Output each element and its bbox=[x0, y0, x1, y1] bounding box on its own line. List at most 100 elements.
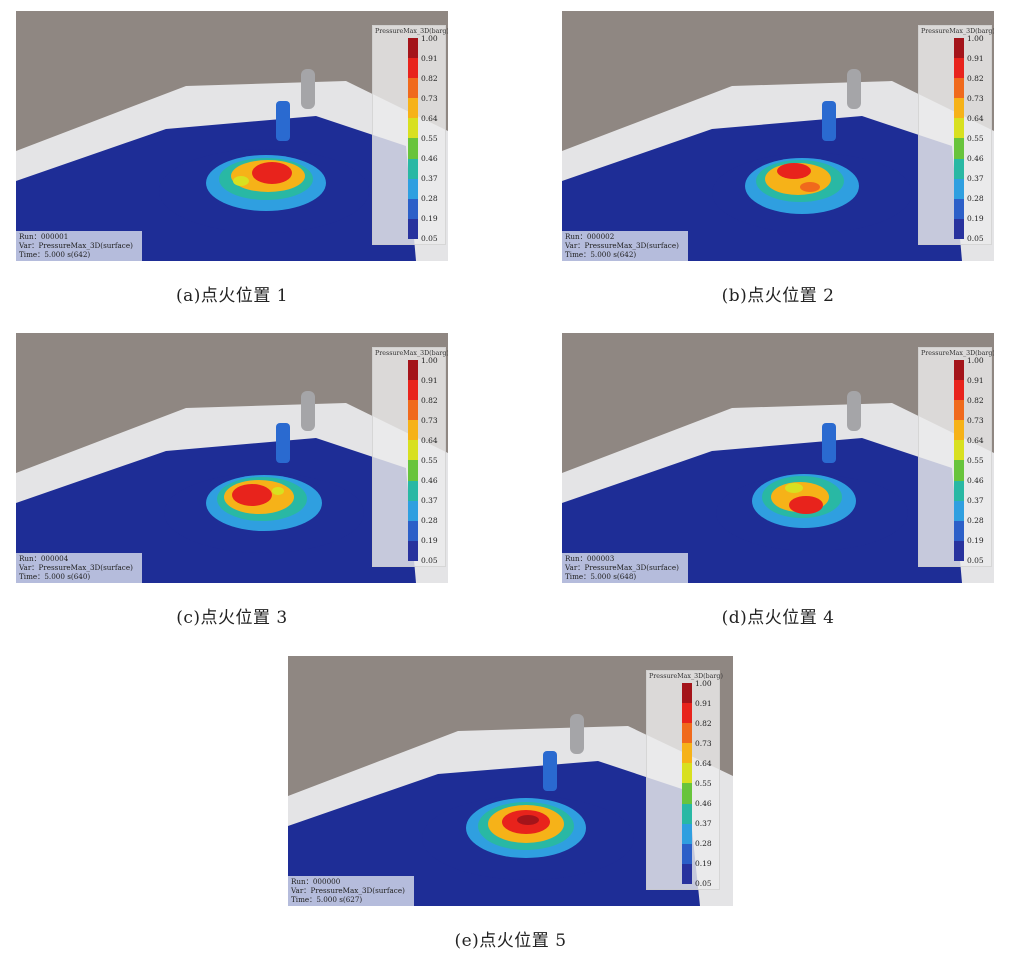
scene-c bbox=[16, 391, 448, 583]
var-label: Var：PressureMax_3D(surface) bbox=[19, 241, 133, 250]
legend-tick: 0.55 bbox=[695, 779, 712, 788]
legend-tick: 0.55 bbox=[421, 134, 438, 143]
run-info-box: Run：000000 Var：PressureMax_3D(surface) T… bbox=[288, 876, 414, 906]
legend-tick: 0.64 bbox=[421, 436, 438, 445]
scene-a bbox=[16, 69, 448, 261]
legend-tick: 0.73 bbox=[421, 94, 438, 103]
legend-title: PressureMax_3D(barg) bbox=[921, 350, 994, 357]
run-label: Run：000003 bbox=[565, 554, 615, 563]
caption-a: (a)点火位置 1 bbox=[175, 286, 289, 306]
legend-tick: 0.19 bbox=[421, 536, 438, 545]
legend-title: PressureMax_3D(barg) bbox=[375, 28, 448, 35]
legend-colorbar bbox=[408, 38, 418, 239]
time-label: Time：5.000 s(642) bbox=[19, 250, 91, 259]
legend-tick: 0.28 bbox=[695, 839, 712, 848]
legend-tick: 0.73 bbox=[695, 739, 712, 748]
legend-tick: 0.05 bbox=[967, 556, 984, 565]
colorbar-legend-c: PressureMax_3D(barg) 1.00 0.91 0.82 0.73… bbox=[372, 347, 448, 567]
time-label: Time：5.000 s(642) bbox=[565, 250, 637, 259]
legend-tick: 0.73 bbox=[967, 94, 984, 103]
legend-tick: 0.05 bbox=[967, 234, 984, 243]
legend-tick: 0.05 bbox=[695, 879, 712, 888]
simulation-image-a: PressureMax_3D(barg) 1.00 0.91 0.82 0.73… bbox=[16, 11, 448, 261]
time-label: Time：5.000 s(627) bbox=[291, 895, 363, 904]
caption-d: (d)点火位置 4 bbox=[721, 608, 835, 628]
legend-tick: 1.00 bbox=[967, 356, 984, 365]
legend-tick: 0.64 bbox=[967, 114, 984, 123]
run-info-box: Run：000004 Var：PressureMax_3D(surface) T… bbox=[16, 553, 142, 583]
legend-tick: 0.46 bbox=[695, 799, 712, 808]
run-label: Run：000004 bbox=[19, 554, 69, 563]
legend-tick: 0.19 bbox=[421, 214, 438, 223]
simulation-image-e: PressureMax_3D(barg) 1.00 0.91 0.82 0.73… bbox=[288, 656, 733, 906]
run-label: Run：000001 bbox=[19, 232, 69, 241]
legend-tick: 0.46 bbox=[421, 476, 438, 485]
legend-tick: 0.05 bbox=[421, 556, 438, 565]
legend-tick: 0.37 bbox=[421, 174, 438, 183]
time-label: Time：5.000 s(648) bbox=[565, 572, 637, 581]
legend-tick: 0.91 bbox=[421, 376, 438, 385]
legend-tick: 1.00 bbox=[695, 679, 712, 688]
legend-tick: 0.55 bbox=[421, 456, 438, 465]
legend-tick: 0.82 bbox=[695, 719, 712, 728]
simulation-image-c: PressureMax_3D(barg) 1.00 0.91 0.82 0.73… bbox=[16, 333, 448, 583]
simulation-image-d: PressureMax_3D(barg) 1.00 0.91 0.82 0.73… bbox=[562, 333, 994, 583]
run-label: Run：000000 bbox=[291, 877, 341, 886]
legend-colorbar bbox=[954, 38, 964, 239]
legend-tick: 0.46 bbox=[967, 154, 984, 163]
legend-colorbar bbox=[954, 360, 964, 561]
colorbar-legend-d: PressureMax_3D(barg) 1.00 0.91 0.82 0.73… bbox=[918, 347, 994, 567]
run-info-box: Run：000003 Var：PressureMax_3D(surface) T… bbox=[562, 553, 688, 583]
legend-tick: 0.55 bbox=[967, 134, 984, 143]
legend-tick: 0.37 bbox=[967, 496, 984, 505]
caption-e: (e)点火位置 5 bbox=[454, 931, 567, 951]
scene-d bbox=[562, 391, 994, 583]
legend-tick: 0.46 bbox=[967, 476, 984, 485]
legend-title: PressureMax_3D(barg) bbox=[649, 673, 723, 680]
legend-colorbar bbox=[408, 360, 418, 561]
legend-tick: 0.19 bbox=[967, 536, 984, 545]
legend-tick: 0.64 bbox=[421, 114, 438, 123]
legend-tick: 0.37 bbox=[967, 174, 984, 183]
legend-tick: 0.55 bbox=[967, 456, 984, 465]
var-label: Var：PressureMax_3D(surface) bbox=[19, 563, 133, 572]
legend-tick: 0.37 bbox=[421, 496, 438, 505]
legend-tick: 0.91 bbox=[967, 54, 984, 63]
run-info-box: Run：000002 Var：PressureMax_3D(surface) T… bbox=[562, 231, 688, 261]
legend-tick: 0.28 bbox=[967, 516, 984, 525]
legend-tick: 0.82 bbox=[421, 74, 438, 83]
legend-tick: 0.64 bbox=[695, 759, 712, 768]
legend-tick: 1.00 bbox=[421, 356, 438, 365]
run-label: Run：000002 bbox=[565, 232, 615, 241]
legend-tick: 0.91 bbox=[695, 699, 712, 708]
var-label: Var：PressureMax_3D(surface) bbox=[565, 563, 679, 572]
var-label: Var：PressureMax_3D(surface) bbox=[291, 886, 405, 895]
legend-tick: 0.64 bbox=[967, 436, 984, 445]
legend-title: PressureMax_3D(barg) bbox=[921, 28, 994, 35]
legend-tick: 0.82 bbox=[967, 396, 984, 405]
caption-c: (c)点火位置 3 bbox=[176, 608, 288, 628]
scene-b bbox=[562, 69, 994, 261]
legend-tick: 0.73 bbox=[421, 416, 438, 425]
legend-tick: 0.05 bbox=[421, 234, 438, 243]
legend-title: PressureMax_3D(barg) bbox=[375, 350, 448, 357]
colorbar-legend-a: PressureMax_3D(barg) 1.00 0.91 0.82 0.73… bbox=[372, 25, 448, 245]
legend-tick: 0.19 bbox=[695, 859, 712, 868]
legend-tick: 0.28 bbox=[967, 194, 984, 203]
legend-tick: 0.91 bbox=[967, 376, 984, 385]
legend-tick: 0.46 bbox=[421, 154, 438, 163]
legend-tick: 0.82 bbox=[421, 396, 438, 405]
colorbar-legend-e: PressureMax_3D(barg) 1.00 0.91 0.82 0.73… bbox=[646, 670, 723, 890]
legend-tick: 0.28 bbox=[421, 516, 438, 525]
caption-b: (b)点火位置 2 bbox=[721, 286, 835, 306]
legend-tick: 0.19 bbox=[967, 214, 984, 223]
colorbar-legend-b: PressureMax_3D(barg) 1.00 0.91 0.82 0.73… bbox=[918, 25, 994, 245]
legend-tick: 0.91 bbox=[421, 54, 438, 63]
legend-tick: 0.73 bbox=[967, 416, 984, 425]
legend-tick: 0.82 bbox=[967, 74, 984, 83]
time-label: Time：5.000 s(640) bbox=[19, 572, 91, 581]
legend-tick: 1.00 bbox=[421, 34, 438, 43]
legend-colorbar bbox=[682, 683, 692, 884]
simulation-image-b: PressureMax_3D(barg) 1.00 0.91 0.82 0.73… bbox=[562, 11, 994, 261]
run-info-box: Run：000001 Var：PressureMax_3D(surface) T… bbox=[16, 231, 142, 261]
